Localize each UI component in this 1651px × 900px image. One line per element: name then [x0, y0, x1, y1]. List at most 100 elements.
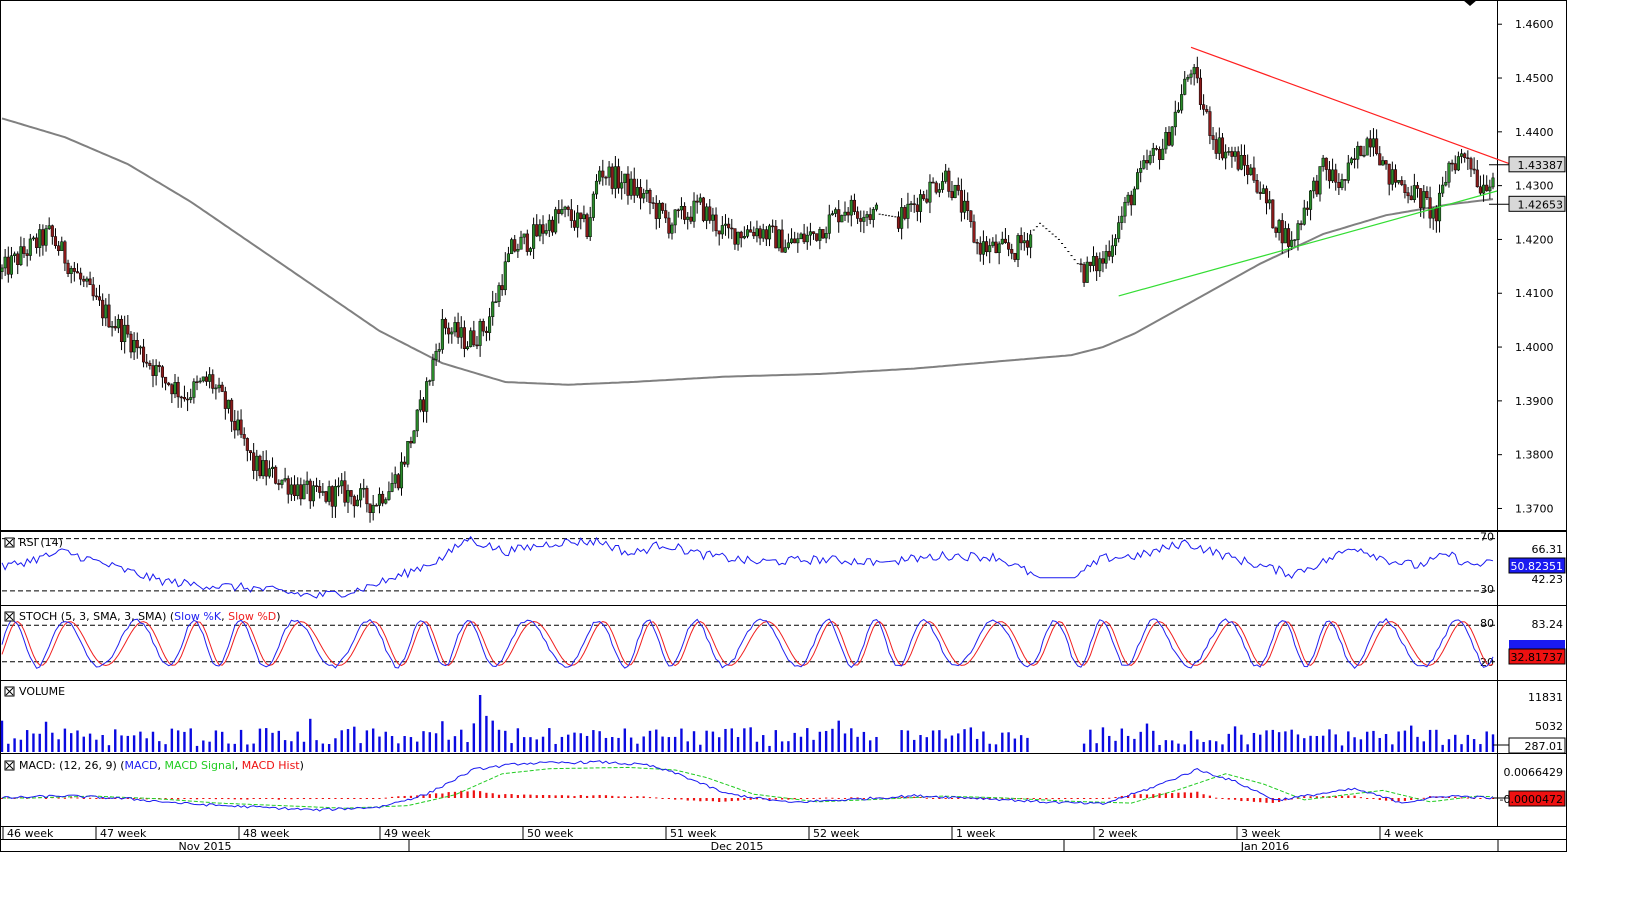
volume-bar	[548, 728, 551, 752]
volume-bar	[51, 732, 54, 752]
volume-bar	[1101, 727, 1105, 752]
volume-bar	[1454, 734, 1457, 752]
candle	[742, 236, 746, 239]
candle	[1249, 167, 1253, 175]
stoch-panel[interactable]: 80 20 83.24 32.81737 STOCH (5, 3, SMA, 3, SM…	[0, 605, 1567, 681]
candle	[802, 233, 806, 243]
macd-hist-bar	[623, 796, 626, 798]
volume-bar	[1359, 739, 1363, 752]
macd-hist-bar	[523, 794, 526, 798]
forex-chart: 1.4600 1.4500 1.4400 1.4300 1.4200 1.4100 1.40…	[0, 0, 1567, 895]
panel-legend: VOLUME	[19, 685, 65, 698]
candle	[708, 206, 712, 221]
candle	[1227, 151, 1231, 153]
candle	[560, 209, 564, 214]
candle	[962, 200, 967, 213]
macd-hist-bar	[428, 794, 431, 798]
candle	[1261, 188, 1265, 194]
macd-hist-bar	[1145, 794, 1149, 798]
price-panel[interactable]	[0, 0, 1567, 531]
candle	[745, 229, 750, 237]
legend-part: Slow %D	[228, 610, 276, 623]
candle	[972, 221, 976, 243]
y-tick-label: 1.4200	[1515, 233, 1554, 246]
candle	[35, 237, 39, 248]
candle	[626, 173, 630, 196]
macd-hist-bar	[724, 798, 727, 802]
candle	[252, 452, 256, 471]
macd-hist-bar	[1259, 798, 1262, 803]
macd-hist-bar	[743, 798, 746, 800]
chart-canvas[interactable]: 1.4600 1.4500 1.4400 1.4300 1.4200 1.4100 1.40…	[0, 0, 1567, 895]
macd-hist-bar	[472, 790, 475, 798]
macd-hist-bar	[944, 798, 947, 799]
volume-bar	[290, 741, 293, 752]
volume-bar	[1227, 733, 1230, 752]
volume-bar	[38, 733, 41, 752]
candle	[1431, 208, 1435, 219]
candle	[101, 299, 105, 319]
candle	[761, 229, 765, 239]
candle	[217, 384, 221, 389]
candle	[1107, 251, 1111, 257]
candle	[135, 340, 139, 349]
macd-hist-bar	[957, 798, 960, 799]
stoch-slow-d-line	[1, 620, 1494, 667]
volume-bar	[1026, 737, 1029, 752]
macd-hist-bar	[1152, 794, 1155, 798]
macd-hist-bar	[894, 797, 897, 799]
macd-hist-bar	[573, 796, 576, 798]
legend-part: ,	[221, 610, 228, 623]
volume-bar	[1120, 728, 1124, 752]
candle	[1154, 148, 1158, 150]
week-label: 3 week	[1241, 827, 1281, 840]
macd-hist-bar	[799, 798, 803, 799]
volume-bar	[1485, 731, 1488, 752]
macd-hist-bar	[636, 796, 639, 798]
month-label: Nov 2015	[179, 840, 232, 853]
candle	[1343, 179, 1347, 181]
macd-hist-bar	[120, 798, 123, 799]
candle	[525, 233, 529, 252]
candle	[434, 351, 438, 360]
candle	[1384, 160, 1388, 165]
candle	[1356, 145, 1360, 160]
candle	[236, 419, 240, 431]
candle	[1444, 181, 1448, 186]
candle	[513, 239, 517, 252]
volume-bar	[1007, 732, 1010, 752]
candle	[1359, 145, 1363, 156]
candle	[874, 204, 879, 210]
candle	[683, 206, 687, 220]
candle	[1019, 235, 1023, 244]
volume-bar	[95, 739, 98, 752]
macd-hist-bar	[554, 795, 557, 798]
volume-bar	[1145, 723, 1149, 752]
macd-hist-bar	[843, 797, 847, 799]
macd-hist-bar	[938, 798, 941, 799]
candle	[91, 284, 95, 297]
volume-panel[interactable]: 11831 5032 287.01 VOLUME	[0, 680, 1567, 754]
volume-bar	[1183, 744, 1186, 752]
volume-bar	[158, 741, 161, 752]
candle	[1419, 188, 1423, 209]
macd-hist-bar	[925, 797, 928, 799]
candle	[506, 253, 510, 263]
candle	[1224, 151, 1228, 159]
candle	[830, 213, 834, 216]
macd-hist-bar	[409, 795, 413, 798]
candle	[25, 253, 29, 256]
candle	[0, 267, 4, 272]
candle	[1428, 197, 1432, 219]
volume-bar	[422, 731, 425, 752]
candle	[1252, 167, 1256, 181]
macd-hist-bar	[82, 798, 85, 799]
macd-hist-bar	[1120, 795, 1123, 798]
scroll-marker-icon[interactable]	[1463, 0, 1477, 6]
volume-bar	[1089, 729, 1092, 752]
volume-bar	[416, 741, 419, 752]
macd-hist-bar	[101, 798, 104, 799]
macd-hist-bar	[491, 793, 494, 798]
candle	[1117, 222, 1121, 239]
